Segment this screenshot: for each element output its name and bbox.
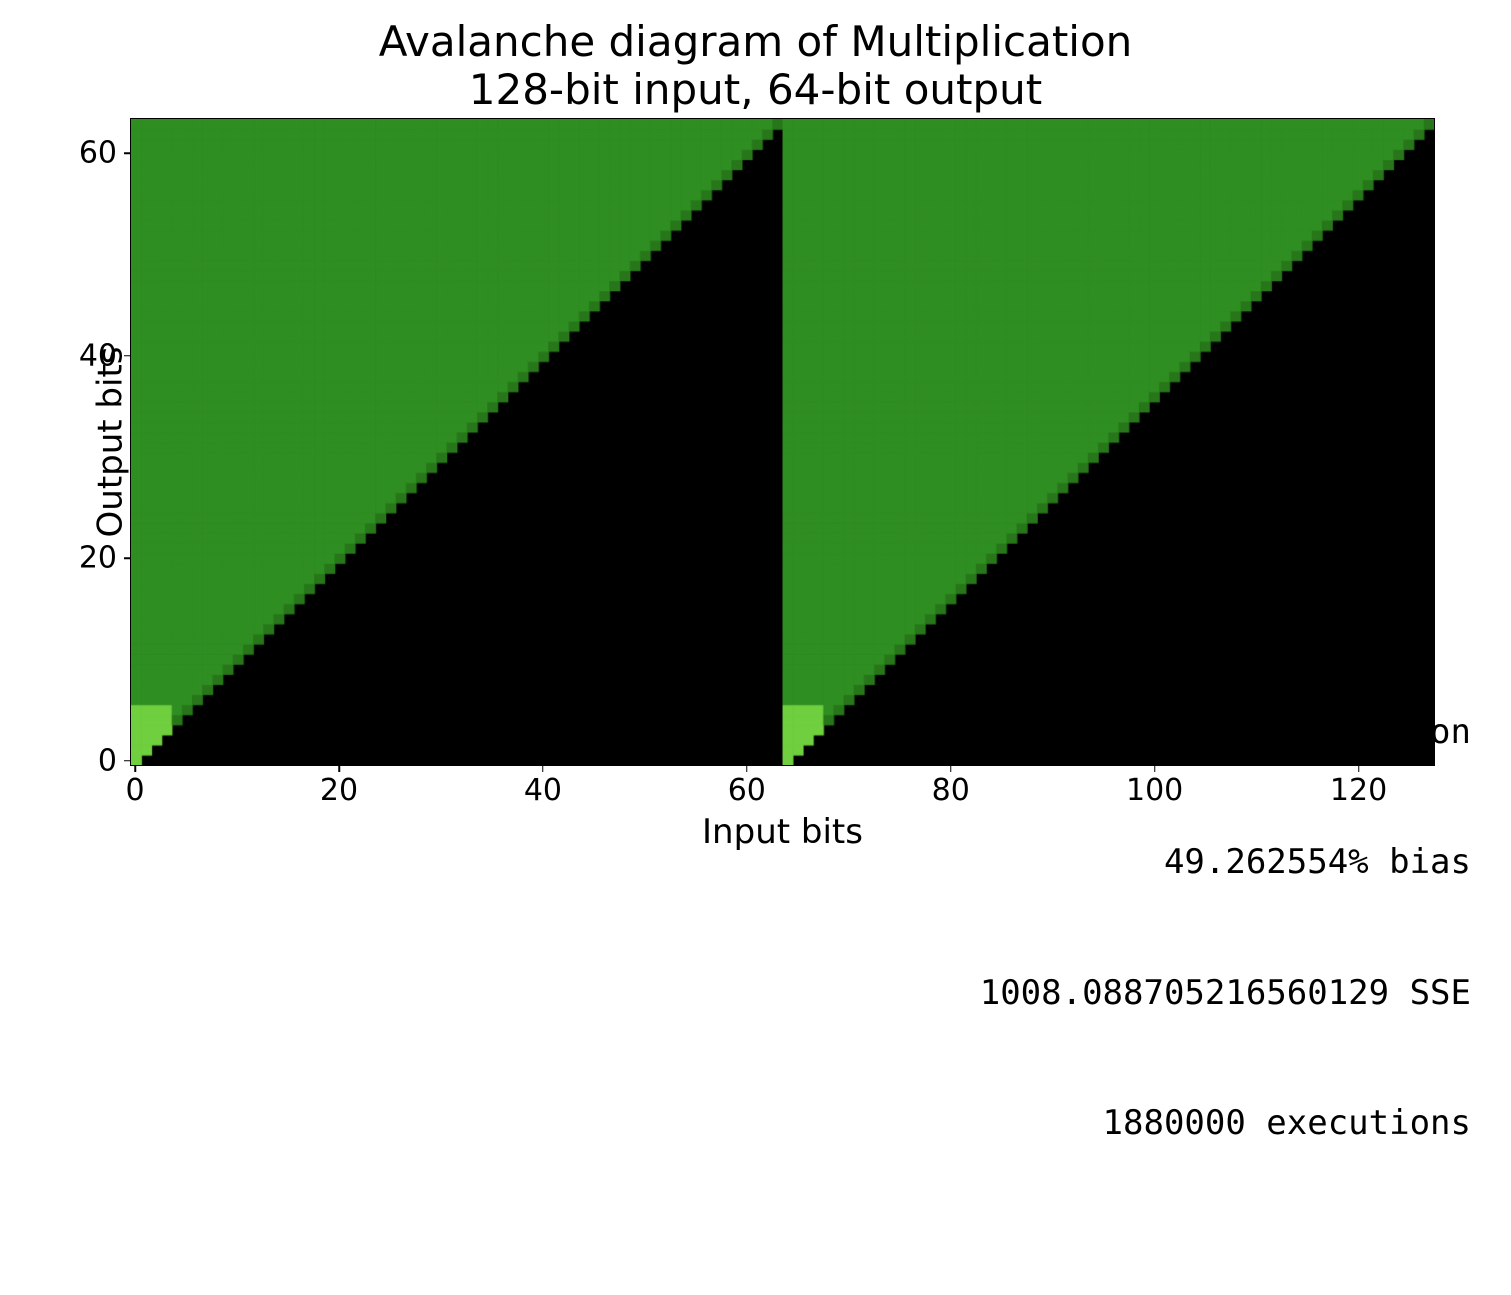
stat-sse: 1008.088705216560129 SSE: [980, 972, 1471, 1016]
stats-block: 50.737446% diffusion 49.262554% bias 100…: [980, 624, 1471, 1233]
y-tick-mark: [124, 153, 130, 155]
x-tick-mark: [338, 766, 340, 772]
y-tick-label: 0: [98, 743, 125, 778]
x-tick-label: 60: [728, 773, 766, 808]
y-axis-label: Output bits: [90, 347, 130, 538]
x-tick-label: 40: [524, 773, 562, 808]
x-tick-label: 120: [1330, 773, 1387, 808]
y-tick-mark: [124, 355, 130, 357]
x-tick-mark: [1154, 766, 1156, 772]
chart-title: Avalanche diagram of Multiplication 128-…: [0, 18, 1511, 115]
x-tick-label: 80: [932, 773, 970, 808]
y-tick-mark: [124, 558, 130, 560]
x-tick-mark: [1358, 766, 1360, 772]
y-tick-label: 20: [79, 541, 125, 576]
chart-title-line-1: Avalanche diagram of Multiplication: [0, 18, 1511, 66]
y-tick-mark: [124, 760, 130, 762]
x-tick-mark: [746, 766, 748, 772]
x-tick-label: 100: [1126, 773, 1183, 808]
x-tick-label: 20: [320, 773, 358, 808]
y-tick-label: 40: [79, 338, 125, 373]
stat-diffusion: 50.737446% diffusion: [980, 711, 1471, 755]
stat-bias: 49.262554% bias: [980, 841, 1471, 885]
chart-title-line-2: 128-bit input, 64-bit output: [0, 66, 1511, 114]
x-tick-mark: [134, 766, 136, 772]
x-tick-mark: [542, 766, 544, 772]
page-root: Avalanche diagram of Multiplication 128-…: [0, 0, 1511, 1295]
y-tick-label: 60: [79, 136, 125, 171]
x-tick-label: 0: [126, 773, 145, 808]
x-tick-mark: [950, 766, 952, 772]
stat-executions: 1880000 executions: [980, 1102, 1471, 1146]
